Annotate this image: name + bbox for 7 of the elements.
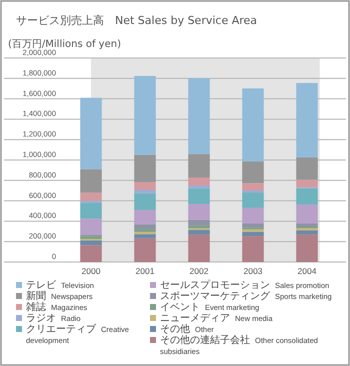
x-tick-label: 2004 xyxy=(298,266,317,276)
x-tick-label: 2003 xyxy=(244,266,263,276)
x-tick-label: 2001 xyxy=(136,266,155,276)
x-tick-label: 2002 xyxy=(190,266,209,276)
y-axis-title: (百万円/Millions of yen) xyxy=(8,39,122,50)
x-tick-label: 2000 xyxy=(82,266,101,276)
chart-title: サービス別売上高 Net Sales by Service Area xyxy=(16,14,258,27)
